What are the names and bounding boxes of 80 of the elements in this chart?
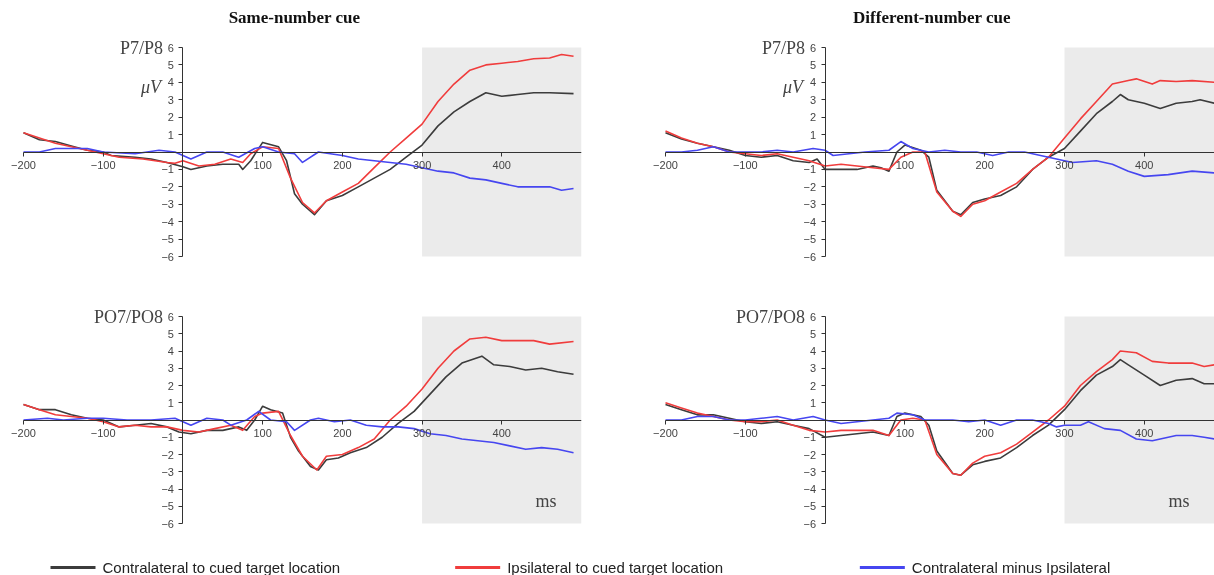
y-tick-label: −5 — [161, 233, 174, 246]
y-tick-label: −2 — [161, 448, 174, 461]
chart-subtitle: PO7/PO8 — [93, 306, 163, 327]
y-tick-label: −3 — [803, 198, 817, 211]
y-tick-label: 5 — [809, 58, 817, 71]
x-tick-label: −200 — [653, 427, 678, 439]
y-tick-label: −6 — [161, 250, 174, 263]
x-tick-label: −100 — [90, 427, 116, 439]
x-tick-label: 200 — [975, 159, 994, 171]
y-tick-label: 5 — [809, 327, 817, 340]
y-tick-label: 4 — [809, 76, 817, 89]
y-tick-label: −2 — [803, 448, 817, 461]
y-tick-label: 2 — [167, 379, 174, 392]
y-tick-label: −1 — [161, 163, 174, 176]
chart-title: Different-number cue — [853, 7, 1012, 27]
x-tick-label: 100 — [253, 159, 272, 171]
y-tick-label: 2 — [809, 111, 817, 124]
x-tick-label: 400 — [492, 159, 511, 171]
y-tick-label: −2 — [803, 180, 817, 193]
y-tick-label: 4 — [809, 345, 817, 357]
y-tick-label: 5 — [167, 327, 174, 340]
y-tick-label: 1 — [167, 396, 174, 409]
x-tick-label: 400 — [1135, 427, 1154, 439]
y-tick-label: 2 — [167, 111, 174, 124]
x-tick-label: 400 — [1135, 159, 1154, 171]
x-tick-label: 200 — [333, 427, 352, 439]
y-tick-label: −1 — [161, 431, 174, 444]
x-tick-label: −200 — [11, 427, 36, 439]
y-tick-label: 6 — [809, 310, 817, 323]
x-tick-label: −100 — [90, 159, 116, 171]
y-tick-label: −2 — [161, 180, 174, 193]
y-tick-label: 3 — [809, 362, 817, 375]
x-tick-label: 100 — [895, 427, 915, 439]
y-tick-label: −6 — [161, 517, 174, 530]
x-tick-label: −100 — [732, 427, 758, 439]
y-tick-label: −4 — [803, 215, 817, 228]
y-tick-label: −5 — [803, 500, 817, 513]
y-tick-label: 6 — [167, 310, 174, 323]
y-tick-label: 4 — [167, 345, 174, 357]
y-tick-label: −4 — [161, 483, 174, 495]
y-tick-label: 3 — [809, 93, 817, 106]
x-tick-label: −200 — [11, 159, 36, 171]
y-tick-label: 4 — [167, 76, 174, 89]
y-tick-label: 1 — [167, 128, 174, 141]
x-axis-title: ms — [535, 490, 557, 511]
y-tick-label: 6 — [167, 41, 174, 54]
y-tick-label: −6 — [803, 250, 817, 263]
y-tick-label: −1 — [803, 163, 817, 176]
x-tick-label: 200 — [333, 159, 352, 171]
x-axis-title: ms — [1168, 490, 1190, 511]
y-tick-label: 1 — [809, 396, 817, 409]
y-tick-label: 5 — [167, 58, 174, 71]
y-tick-label: −4 — [161, 215, 174, 228]
y-tick-label: −3 — [161, 198, 174, 211]
y-tick-label: 3 — [167, 93, 174, 106]
y-tick-label: −5 — [161, 500, 174, 513]
y-tick-label: 3 — [167, 362, 174, 375]
y-tick-label: −1 — [803, 431, 817, 444]
y-tick-label: −4 — [803, 483, 817, 495]
y-tick-label: 6 — [809, 41, 817, 54]
chart-title: Same-number cue — [228, 7, 361, 27]
y-axis-title: μV — [139, 77, 163, 98]
y-tick-label: −3 — [161, 465, 174, 478]
x-tick-label: 100 — [895, 159, 915, 171]
y-tick-label: −6 — [803, 517, 817, 530]
y-tick-label: −3 — [803, 465, 817, 478]
x-tick-label: 400 — [492, 427, 511, 439]
y-tick-label: 1 — [809, 128, 817, 141]
y-axis-title: μV — [782, 77, 806, 98]
y-tick-label: −5 — [803, 233, 817, 246]
x-tick-label: 300 — [1055, 159, 1074, 171]
x-tick-label: 100 — [253, 427, 272, 439]
x-tick-label: −200 — [653, 159, 678, 171]
x-tick-label: −100 — [732, 159, 758, 171]
chart-subtitle: PO7/PO8 — [736, 306, 806, 327]
x-tick-label: 200 — [975, 427, 994, 439]
x-tick-label: 300 — [1055, 427, 1074, 439]
chart-subtitle: P7/P8 — [762, 37, 806, 58]
chart-subtitle: P7/P8 — [119, 37, 163, 58]
y-tick-label: 2 — [809, 379, 817, 392]
